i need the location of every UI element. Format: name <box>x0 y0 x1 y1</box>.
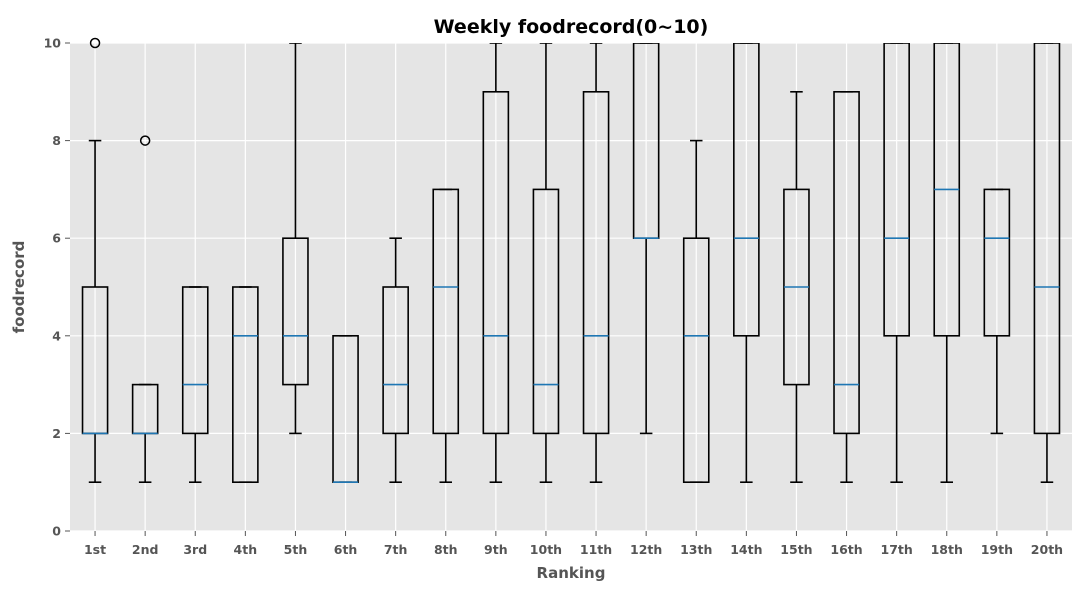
fliers <box>89 37 151 146</box>
y-tick-label: 10 <box>44 36 62 51</box>
box-body <box>983 188 1011 337</box>
box-body <box>282 237 309 386</box>
box-13th <box>682 139 710 484</box>
flier-point <box>139 135 151 146</box>
x-tick-label: 4th <box>234 542 258 557</box>
box-8th <box>432 188 460 484</box>
box-body <box>382 286 409 435</box>
box-4th <box>232 286 259 484</box>
box-7th <box>382 237 409 484</box>
box-10th <box>532 43 560 484</box>
x-tick-label: 9th <box>484 542 508 557</box>
box-18th <box>933 43 961 484</box>
x-tick-label: 13th <box>680 542 712 557</box>
chart-title: Weekly foodrecord(0~10) <box>434 16 709 38</box>
box-body <box>1033 43 1061 435</box>
box-11th <box>582 43 610 484</box>
x-tick-label: 2nd <box>132 542 159 557</box>
x-tick-label: 11th <box>580 542 612 557</box>
x-axis-ticks: 1st 2nd 3rd 4th 5th 6th 7th 8th 9th 10th 11th 12th 1… <box>84 531 1063 557</box>
x-tick-label: 10th <box>530 542 562 557</box>
x-tick-label: 17th <box>881 542 913 557</box>
box-body <box>482 91 510 435</box>
box-body <box>432 188 460 435</box>
box-17th <box>883 43 910 484</box>
flier-point <box>89 37 101 49</box>
box-14th <box>733 43 760 484</box>
box-6th <box>332 334 359 484</box>
box-15th <box>783 91 810 484</box>
y-tick-label: 0 <box>52 524 61 539</box>
box-body <box>582 91 610 435</box>
box-19th <box>983 188 1011 435</box>
y-tick-label: 2 <box>52 426 61 441</box>
box-body <box>833 91 860 435</box>
y-tick-label: 4 <box>52 328 61 343</box>
y-axis-label: foodrecord <box>10 241 28 334</box>
x-tick-label: 19th <box>981 542 1013 557</box>
box-body <box>733 43 760 337</box>
x-tick-label: 5th <box>284 542 308 557</box>
x-tick-label: 14th <box>730 542 762 557</box>
box-body <box>181 286 209 435</box>
y-axis-ticks: 0 2 4 6 8 10 <box>44 36 70 539</box>
x-tick-label: 6th <box>334 542 358 557</box>
plot-area <box>70 43 1072 531</box>
box-5th <box>282 43 309 435</box>
box-2nd <box>131 383 159 484</box>
box-body <box>883 43 910 337</box>
box-9th <box>482 43 510 484</box>
x-tick-label: 3rd <box>183 542 207 557</box>
x-tick-label: 7th <box>384 542 408 557</box>
box-3rd <box>181 286 209 484</box>
box-12th <box>632 43 660 435</box>
x-tick-label: 18th <box>931 542 963 557</box>
x-tick-label: 16th <box>830 542 862 557</box>
boxes <box>81 43 1061 484</box>
x-tick-label: 12th <box>630 542 662 557</box>
y-tick-label: 6 <box>52 231 61 246</box>
box-1st <box>81 139 109 484</box>
x-axis-label: Ranking <box>537 564 606 582</box>
box-16th <box>833 91 860 484</box>
y-tick-label: 8 <box>52 133 61 148</box>
x-tick-label: 8th <box>434 542 458 557</box>
box-body <box>232 286 259 483</box>
x-tick-label: 20th <box>1031 542 1063 557</box>
box-20th <box>1033 43 1061 484</box>
x-tick-label: 15th <box>780 542 812 557</box>
box-body <box>532 188 560 435</box>
x-tick-label: 1st <box>84 542 106 557</box>
box-body <box>682 237 710 483</box>
